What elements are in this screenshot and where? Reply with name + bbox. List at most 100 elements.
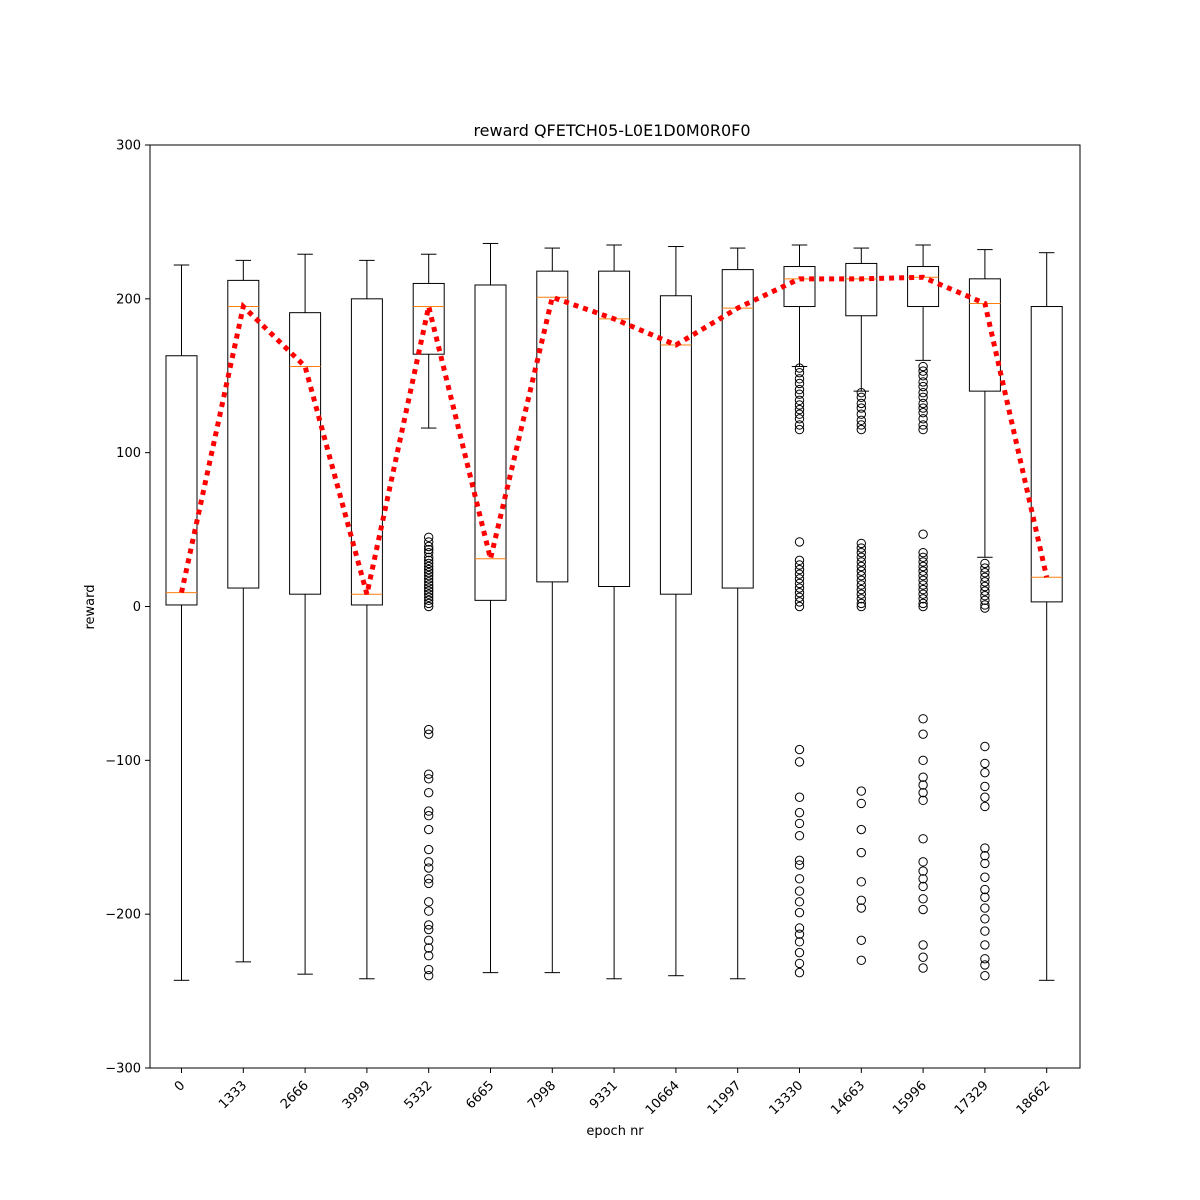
outlier-point	[856, 566, 866, 576]
x-tick-label: 5332	[402, 1078, 436, 1112]
outlier-point	[424, 971, 434, 981]
x-axis: 0 1333 2666 3999 5332 6665 7998 9331 10664 11997 1…	[172, 1068, 1054, 1118]
outlier-point	[856, 955, 866, 966]
box-body	[227, 279, 260, 589]
box-body	[350, 298, 383, 606]
box-body	[659, 295, 692, 595]
box-1333	[227, 259, 260, 963]
outlier-point	[918, 714, 928, 724]
y-tick-label: 100	[116, 446, 141, 461]
outlier-point	[980, 914, 990, 924]
outlier-point	[856, 824, 866, 835]
outlier-point	[918, 795, 928, 806]
outlier-point	[856, 552, 866, 562]
outlier-point	[918, 575, 928, 586]
outlier-point	[424, 586, 434, 596]
outlier-point	[918, 403, 928, 413]
outlier-point	[856, 594, 866, 604]
outlier-point	[856, 420, 866, 430]
outlier-point	[856, 584, 866, 595]
outlier-point	[424, 787, 434, 798]
outlier-point	[794, 569, 805, 579]
outlier-point	[856, 392, 866, 402]
outlier-point	[794, 855, 805, 866]
box-body	[598, 270, 631, 588]
box-13330	[783, 244, 816, 978]
outlier-point	[856, 575, 866, 586]
x-axis-label: epoch nr	[586, 1124, 644, 1139]
box-0	[165, 264, 198, 981]
outlier-point	[794, 831, 805, 841]
outlier-point	[424, 555, 434, 566]
outlier-point	[918, 866, 928, 876]
outlier-point	[918, 772, 928, 782]
outlier-point	[980, 954, 990, 964]
box-10664	[659, 246, 692, 977]
box-body	[783, 266, 816, 308]
y-tick-label: 0	[133, 600, 141, 615]
x-tick-label: 17329	[952, 1078, 992, 1118]
outlier-point	[856, 547, 866, 558]
outlier-point	[424, 811, 434, 821]
outlier-point	[918, 529, 928, 539]
outlier-point	[980, 851, 990, 861]
x-tick-label: 1333	[216, 1078, 250, 1112]
outlier-point	[424, 729, 434, 739]
outlier-point	[794, 389, 805, 399]
outlier-point	[794, 587, 805, 598]
outlier-point	[794, 958, 805, 969]
box-7998	[536, 247, 569, 974]
outlier-point	[980, 781, 990, 792]
outlier-point	[980, 926, 990, 936]
outlier-point	[980, 792, 990, 802]
y-tick-label: 200	[116, 292, 141, 307]
outlier-point	[794, 907, 805, 918]
outlier-point	[918, 377, 928, 387]
outlier-point	[980, 600, 990, 610]
outlier-point	[856, 561, 866, 572]
outlier-point	[794, 818, 805, 829]
outlier-point	[918, 407, 928, 418]
outlier-point	[918, 392, 928, 402]
outlier-point	[424, 558, 434, 569]
outlier-point	[918, 552, 928, 562]
outlier-point	[794, 560, 805, 570]
outlier-point	[794, 404, 805, 415]
outlier-point	[918, 561, 928, 572]
outlier-point	[794, 400, 805, 410]
outlier-point	[980, 843, 990, 853]
outlier-point	[918, 904, 928, 915]
outlier-point	[980, 858, 990, 869]
outlier-point	[424, 567, 434, 578]
outlier-point	[424, 906, 434, 916]
outlier-point	[424, 537, 434, 547]
outlier-point	[918, 881, 928, 892]
outlier-point	[794, 578, 805, 589]
outlier-point	[424, 857, 434, 867]
box-15996	[907, 244, 940, 973]
outlier-point	[856, 786, 866, 796]
outlier-point	[980, 872, 990, 882]
outlier-point	[918, 580, 928, 590]
outlier-point	[980, 577, 990, 587]
outlier-point	[856, 798, 866, 809]
x-tick-label: 9331	[587, 1078, 621, 1112]
outlier-point	[794, 395, 805, 406]
boxes-layer	[165, 242, 1063, 981]
outlier-point	[918, 894, 928, 904]
outlier-point	[918, 963, 928, 973]
chart-title: reward QFETCH05-L0E1D0M0R0F0	[473, 121, 750, 140]
x-tick-label: 14663	[828, 1078, 868, 1118]
outlier-point	[794, 374, 805, 384]
outlier-point	[794, 420, 805, 430]
x-tick-label: 13330	[766, 1078, 806, 1118]
x-tick-label: 10664	[643, 1078, 683, 1118]
outlier-point	[794, 597, 805, 607]
outlier-point	[794, 367, 805, 378]
outlier-point	[918, 361, 928, 372]
x-tick-label: 11997	[705, 1078, 745, 1118]
outlier-point	[794, 897, 805, 907]
outlier-point	[424, 592, 434, 602]
outlier-point	[424, 552, 434, 562]
